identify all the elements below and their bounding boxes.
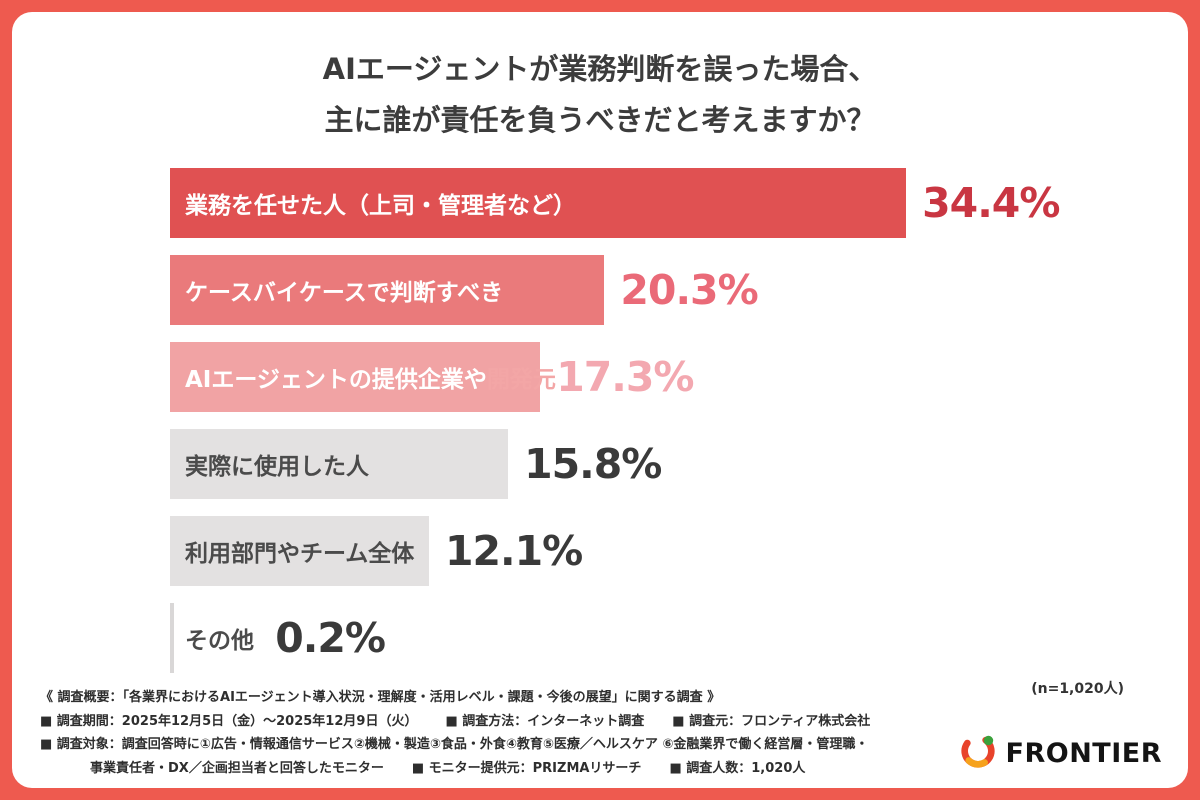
bar-value: 17.3% — [556, 352, 694, 401]
bar: その他 — [170, 602, 254, 673]
bar: 利用部門やチーム全体 — [170, 515, 429, 586]
bar-label: ケースバイケースで判断すべき — [185, 279, 504, 306]
bar-value: 0.2% — [275, 613, 386, 662]
bar-label: AIエージェントの提供企業や開発元 — [185, 366, 556, 393]
frontier-logo: FRONTIER — [959, 732, 1162, 774]
survey-card: AIエージェントが業務判断を誤った場合、 主に誰が責任を負うべきだと考えますか？… — [12, 12, 1188, 788]
title-line-1: AIエージェントが業務判断を誤った場合、 — [322, 52, 878, 86]
footer-count: ■ 調査人数：1,020人 — [669, 760, 806, 776]
bar: ケースバイケースで判断すべき — [170, 254, 605, 325]
frontier-logo-text: FRONTIER — [1005, 737, 1162, 769]
bar-row: 利用部門やチーム全体 12.1% — [170, 515, 1188, 586]
bar-label: 利用部門やチーム全体 — [185, 540, 415, 567]
frontier-logo-icon — [959, 732, 997, 774]
footer-monitor: ■ モニター提供元：PRIZMAリサーチ — [411, 760, 642, 776]
page-title: AIエージェントが業務判断を誤った場合、 主に誰が責任を負うべきだと考えますか？ — [12, 44, 1188, 146]
footer-overview: 《 調査概要：「各業界におけるAIエージェント導入状況・理解度・活用レベル・課題… — [40, 690, 721, 706]
bar-label: その他 — [185, 627, 254, 654]
bar-label: 実際に使用した人 — [185, 453, 369, 480]
bar-row: ケースバイケースで判断すべき 20.3% — [170, 254, 1188, 325]
footer-subjects: ■ 調査対象：調査回答時に①広告・情報通信サービス②機械・製造③食品・外食④教育… — [40, 737, 869, 753]
footer-method: ■ 調査方法：インターネット調査 — [445, 713, 645, 729]
bar-value: 15.8% — [524, 439, 662, 488]
bar-label: 業務を任せた人（上司・管理者など） — [185, 192, 576, 219]
footer-line-4: 事業責任者・DX／企画担当者と回答したモニター ■ モニター提供元：PRIZMA… — [40, 757, 870, 780]
bar-row: 実際に使用した人 15.8% — [170, 428, 1188, 499]
bar-row: 業務を任せた人（上司・管理者など） 34.4% — [170, 167, 1188, 238]
bar: AIエージェントの提供企業や開発元 — [170, 341, 556, 412]
title-line-2: 主に誰が責任を負うべきだと考えますか？ — [324, 102, 876, 137]
footer-subjects-cont: 事業責任者・DX／企画担当者と回答したモニター — [90, 760, 384, 776]
footer-source: ■ 調査元：フロンティア株式会社 — [672, 713, 871, 729]
bar-value: 12.1% — [444, 526, 583, 575]
bar-chart: 業務を任せた人（上司・管理者など） 34.4% ケースバイケースで判断すべき 2… — [170, 167, 1188, 673]
bar-row: その他 0.2% — [170, 602, 1188, 673]
bar-value: 20.3% — [620, 265, 758, 314]
survey-footer: 《 調査概要：「各業界におけるAIエージェント導入状況・理解度・活用レベル・課題… — [40, 686, 870, 780]
footer-period: ■ 調査期間：2025年12月5日（金）〜2025年12月9日（火） — [40, 713, 418, 729]
bar-value: 34.4% — [922, 178, 1060, 227]
bar: 業務を任せた人（上司・管理者など） — [170, 167, 907, 238]
bar-row: AIエージェントの提供企業や開発元 17.3% — [170, 341, 1188, 412]
footer-line-2: ■ 調査期間：2025年12月5日（金）〜2025年12月9日（火） ■ 調査方… — [40, 710, 870, 733]
sample-size-note: (n=1,020人) — [1031, 681, 1124, 697]
bar: 実際に使用した人 — [170, 428, 509, 499]
